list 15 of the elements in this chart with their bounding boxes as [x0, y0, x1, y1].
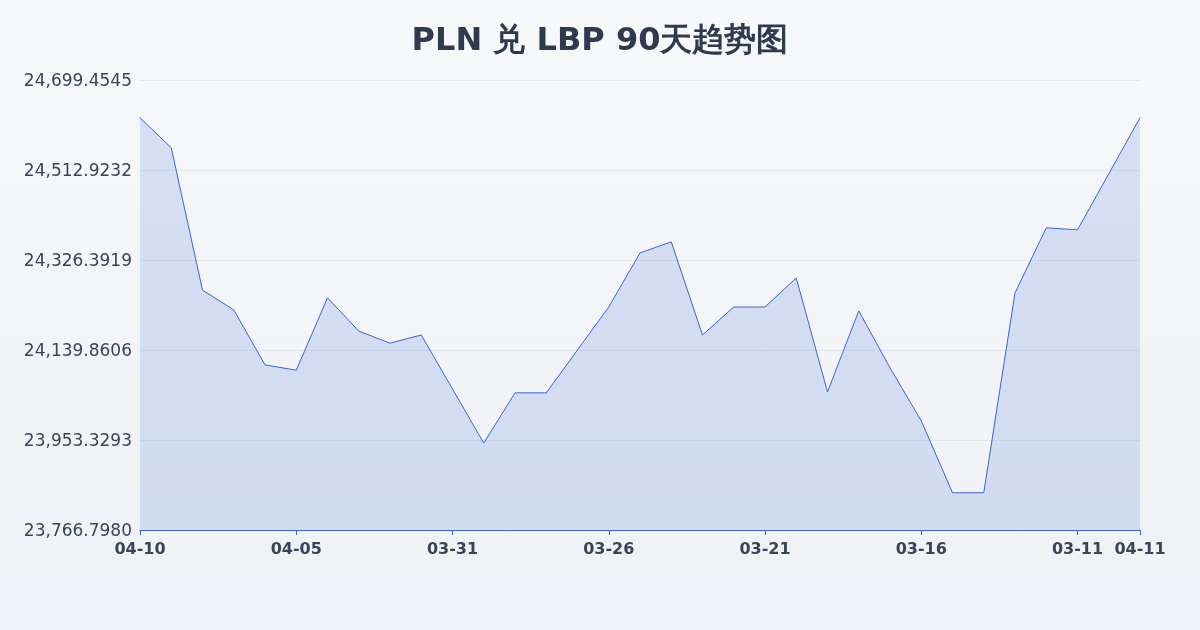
x-tick-label: 03-21 [739, 538, 791, 558]
x-tick-label: 04-11 [1114, 538, 1166, 558]
x-tick-label: 03-31 [426, 538, 479, 558]
x-tick-label: 04-05 [270, 538, 322, 558]
x-tick-label: 03-26 [583, 538, 635, 558]
chart-title: PLN 兑 LBP 90天趋势图 [411, 20, 789, 58]
y-tick-label: 24,512.9232 [23, 160, 132, 180]
y-tick-label: 24,699.4545 [23, 70, 132, 90]
y-tick-label: 24,139.8606 [23, 340, 132, 360]
x-tick-label: 03-16 [895, 538, 947, 558]
y-tick-label: 24,326.3919 [23, 250, 132, 270]
x-tick-label: 03-11 [1051, 538, 1104, 558]
y-tick-label: 23,766.7980 [23, 520, 132, 540]
y-tick-label: 23,953.3293 [23, 430, 132, 450]
x-tick-label: 04-10 [114, 538, 166, 558]
